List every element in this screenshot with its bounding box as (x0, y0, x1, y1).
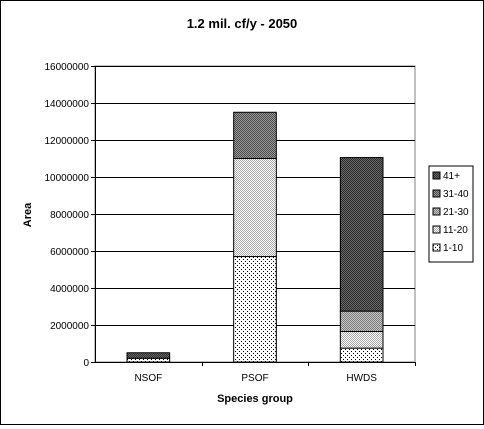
y-axis-title: Area (22, 202, 34, 227)
legend-swatch-1-10 (432, 243, 441, 252)
legend-label-21-30: 21-30 (443, 207, 469, 218)
y-tick-label: 2000000 (50, 321, 89, 332)
bar-segment-nsof-1-10 (126, 357, 171, 363)
y-tick-label: 4000000 (50, 284, 89, 295)
legend-swatch-21-30 (432, 207, 441, 216)
bar-segment-psof-11-20 (233, 158, 277, 258)
y-tick-label: 16000000 (45, 62, 90, 73)
bar-segment-hwds-21-30 (339, 310, 384, 332)
bar-segment-psof-31-40 (233, 111, 277, 159)
bar-segment-nsof-41+ (126, 352, 171, 359)
x-tick-label: NSOF (134, 373, 162, 384)
y-tick-label: 8000000 (50, 210, 89, 221)
x-tick-label: HWDS (346, 373, 377, 384)
plot-area: 0 2000000 4000000 6000000 8000000 10000000 120… (45, 62, 416, 384)
chart-title: 1.2 mil. cf/y - 2050 (187, 16, 298, 31)
x-tick-label: PSOF (241, 373, 268, 384)
y-tick-label: 6000000 (50, 247, 89, 258)
legend-swatch-31-40 (432, 189, 441, 198)
bar-segment-hwds-41+ (339, 157, 384, 312)
bar-segment-hwds-1-10 (339, 347, 384, 363)
y-tick-label: 14000000 (45, 99, 90, 110)
legend: 41+ 31-40 21-30 11-20 1-10 (428, 165, 474, 263)
y-tick-label: 0 (83, 358, 89, 369)
bar-segment-hwds-11-20 (339, 330, 384, 349)
legend-label-31-40: 31-40 (443, 189, 469, 200)
y-tick-label: 12000000 (45, 136, 90, 147)
bar-segment-psof-1-10 (233, 256, 277, 363)
legend-label-41+: 41+ (443, 171, 460, 182)
y-tick-label: 10000000 (45, 173, 90, 184)
legend-label-1-10: 1-10 (443, 243, 463, 254)
legend-swatch-11-20 (432, 225, 441, 234)
legend-swatch-41+ (432, 171, 441, 180)
x-axis-title: Species group (217, 393, 293, 405)
legend-label-11-20: 11-20 (443, 225, 468, 236)
